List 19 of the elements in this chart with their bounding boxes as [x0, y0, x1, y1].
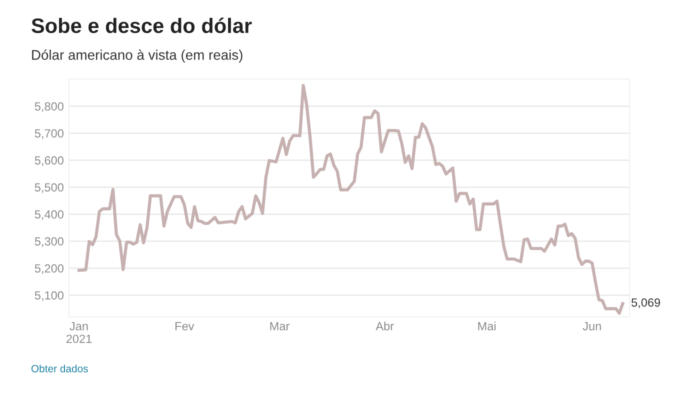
x-tick-label: Abr: [376, 322, 394, 330]
y-tick-label: 5,300: [34, 237, 64, 247]
y-tick-label: 5,200: [34, 264, 64, 274]
y-tick-label: 5,100: [34, 291, 64, 301]
chart-title: Sobe e desce do dólar: [32, 18, 252, 34]
x-tick-label: Jun: [582, 322, 601, 330]
y-tick-label: 5,800: [34, 102, 64, 112]
y-tick-label: 5,600: [34, 156, 64, 166]
y-tick-label: 5,400: [34, 210, 64, 220]
annotation: 5,069: [632, 298, 660, 308]
x-tick-label: Mai: [478, 322, 496, 330]
chart-subtitle: Dólar americano à vista (em reais): [32, 49, 242, 63]
y-tick-label: 5,500: [34, 183, 64, 193]
line-series: [77, 84, 624, 315]
text: Obter dados: [31, 364, 88, 372]
x-tick-label: Mar: [270, 322, 290, 330]
y-tick-label: 5,700: [34, 129, 64, 139]
x-tick-label: Fev: [175, 322, 194, 330]
x-tick-label: Jan 2021: [66, 322, 92, 344]
